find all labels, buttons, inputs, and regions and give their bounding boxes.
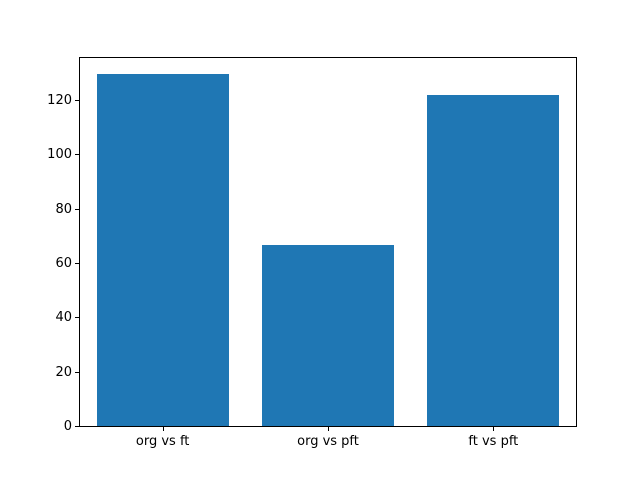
y-tick-mark	[75, 100, 79, 102]
x-tick-label-org-vs-ft: org vs ft	[135, 434, 190, 449]
y-tick-mark	[75, 371, 79, 373]
y-tick-label: 80	[55, 201, 72, 217]
x-tick-label-org-vs-pft: org vs pft	[297, 434, 359, 449]
x-tick-mark	[493, 427, 495, 431]
y-tick-mark	[75, 426, 79, 427]
bar-org-vs-pft	[261, 244, 395, 426]
y-tick-mark	[75, 154, 79, 156]
y-tick-label: 100	[47, 147, 72, 163]
y-tick-label: 60	[55, 256, 72, 272]
y-tick-mark	[75, 208, 79, 210]
y-tick-label: 20	[55, 364, 72, 380]
x-tick-label-ft-vs-pft: ft vs pft	[468, 434, 519, 449]
y-tick-mark	[75, 263, 79, 265]
x-tick-mark	[328, 427, 329, 431]
plot-area	[79, 57, 577, 427]
bar-org-vs-ft	[96, 74, 229, 426]
bar-ft-vs-pft	[427, 95, 560, 426]
x-tick-mark	[162, 427, 164, 431]
y-tick-label: 120	[47, 93, 72, 109]
y-tick-label: 0	[63, 419, 72, 434]
y-tick-label: 40	[55, 310, 72, 326]
y-tick-mark	[75, 317, 79, 319]
